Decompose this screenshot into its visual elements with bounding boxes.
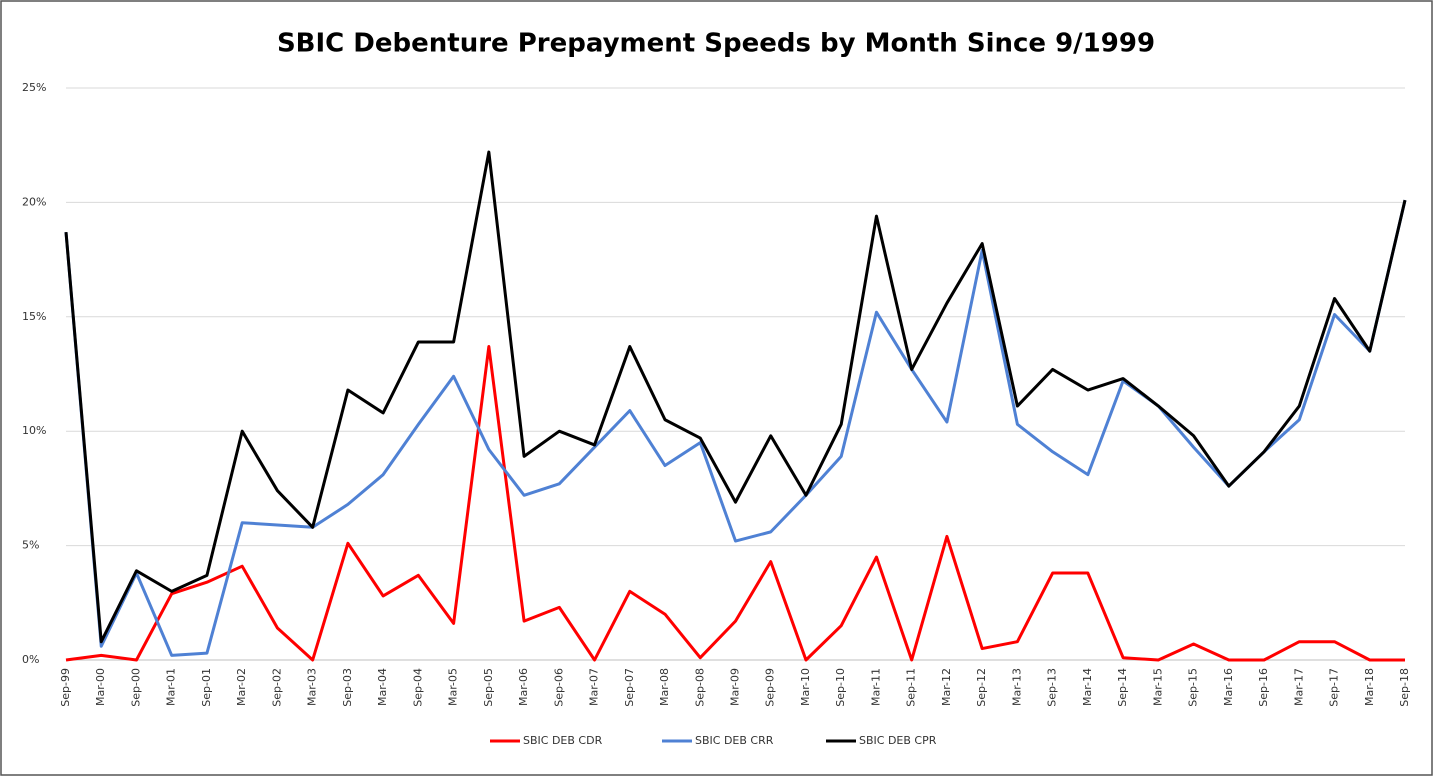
x-tick-label: Mar-10 [799, 668, 812, 706]
series-line [65, 345, 1405, 662]
x-tick-label: Sep-02 [270, 668, 283, 707]
y-tick-label: 15% [22, 310, 46, 323]
x-tick-label: Sep-14 [1116, 668, 1129, 707]
legend-label: SBIC DEB CRR [695, 734, 774, 747]
x-tick-label: Mar-17 [1292, 668, 1305, 706]
x-tick-label: Sep-12 [975, 668, 988, 707]
x-tick-label: Mar-08 [658, 668, 671, 706]
x-tick-label: Sep-06 [552, 668, 565, 707]
x-tick-label: Sep-10 [834, 668, 847, 707]
x-tick-label: Mar-12 [940, 668, 953, 706]
x-tick-label: Mar-07 [588, 668, 601, 706]
x-tick-label: Mar-18 [1363, 668, 1376, 706]
legend-label: SBIC DEB CPR [859, 734, 937, 747]
y-tick-label: 10% [22, 424, 46, 437]
x-tick-label: Sep-08 [693, 668, 706, 707]
y-tick-label: 0% [22, 653, 39, 666]
series-line [64, 199, 1407, 657]
x-tick-label: Mar-16 [1222, 668, 1235, 706]
x-tick-label: Sep-03 [341, 668, 354, 707]
x-tick-label: Sep-17 [1328, 668, 1341, 707]
x-tick-label: Mar-14 [1081, 668, 1094, 706]
x-tick-label: Sep-15 [1187, 668, 1200, 707]
x-tick-label: Mar-00 [94, 668, 107, 706]
x-tick-label: Sep-00 [129, 668, 142, 707]
x-tick-label: Sep-04 [411, 668, 424, 707]
legend-label: SBIC DEB CDR [523, 734, 603, 747]
x-tick-label: Mar-13 [1010, 668, 1023, 706]
x-tick-label: Sep-99 [59, 668, 72, 707]
x-tick-label: Mar-09 [729, 668, 742, 706]
x-tick-label: Mar-01 [165, 668, 178, 706]
x-tick-label: Mar-04 [376, 668, 389, 706]
x-tick-label: Mar-06 [517, 668, 530, 706]
x-tick-label: Mar-15 [1151, 668, 1164, 706]
x-tick-label: Mar-02 [235, 668, 248, 706]
x-tick-label: Sep-09 [764, 668, 777, 707]
x-tick-label: Sep-01 [200, 668, 213, 707]
x-tick-label: Mar-11 [869, 668, 882, 706]
y-tick-label: 25% [22, 81, 46, 94]
x-tick-label: Sep-11 [905, 668, 918, 707]
y-tick-label: 5% [22, 539, 39, 552]
x-tick-label: Sep-18 [1398, 668, 1411, 707]
chart-title: SBIC Debenture Prepayment Speeds by Mont… [277, 29, 1155, 59]
y-tick-label: 20% [22, 195, 46, 208]
x-tick-label: Mar-05 [447, 668, 460, 706]
x-tick-label: Sep-05 [482, 668, 495, 707]
series-line [64, 150, 1407, 644]
x-tick-label: Sep-07 [623, 668, 636, 707]
x-tick-label: Mar-03 [306, 668, 319, 706]
x-tick-label: Sep-13 [1046, 668, 1059, 707]
x-tick-label: Sep-16 [1257, 668, 1270, 707]
